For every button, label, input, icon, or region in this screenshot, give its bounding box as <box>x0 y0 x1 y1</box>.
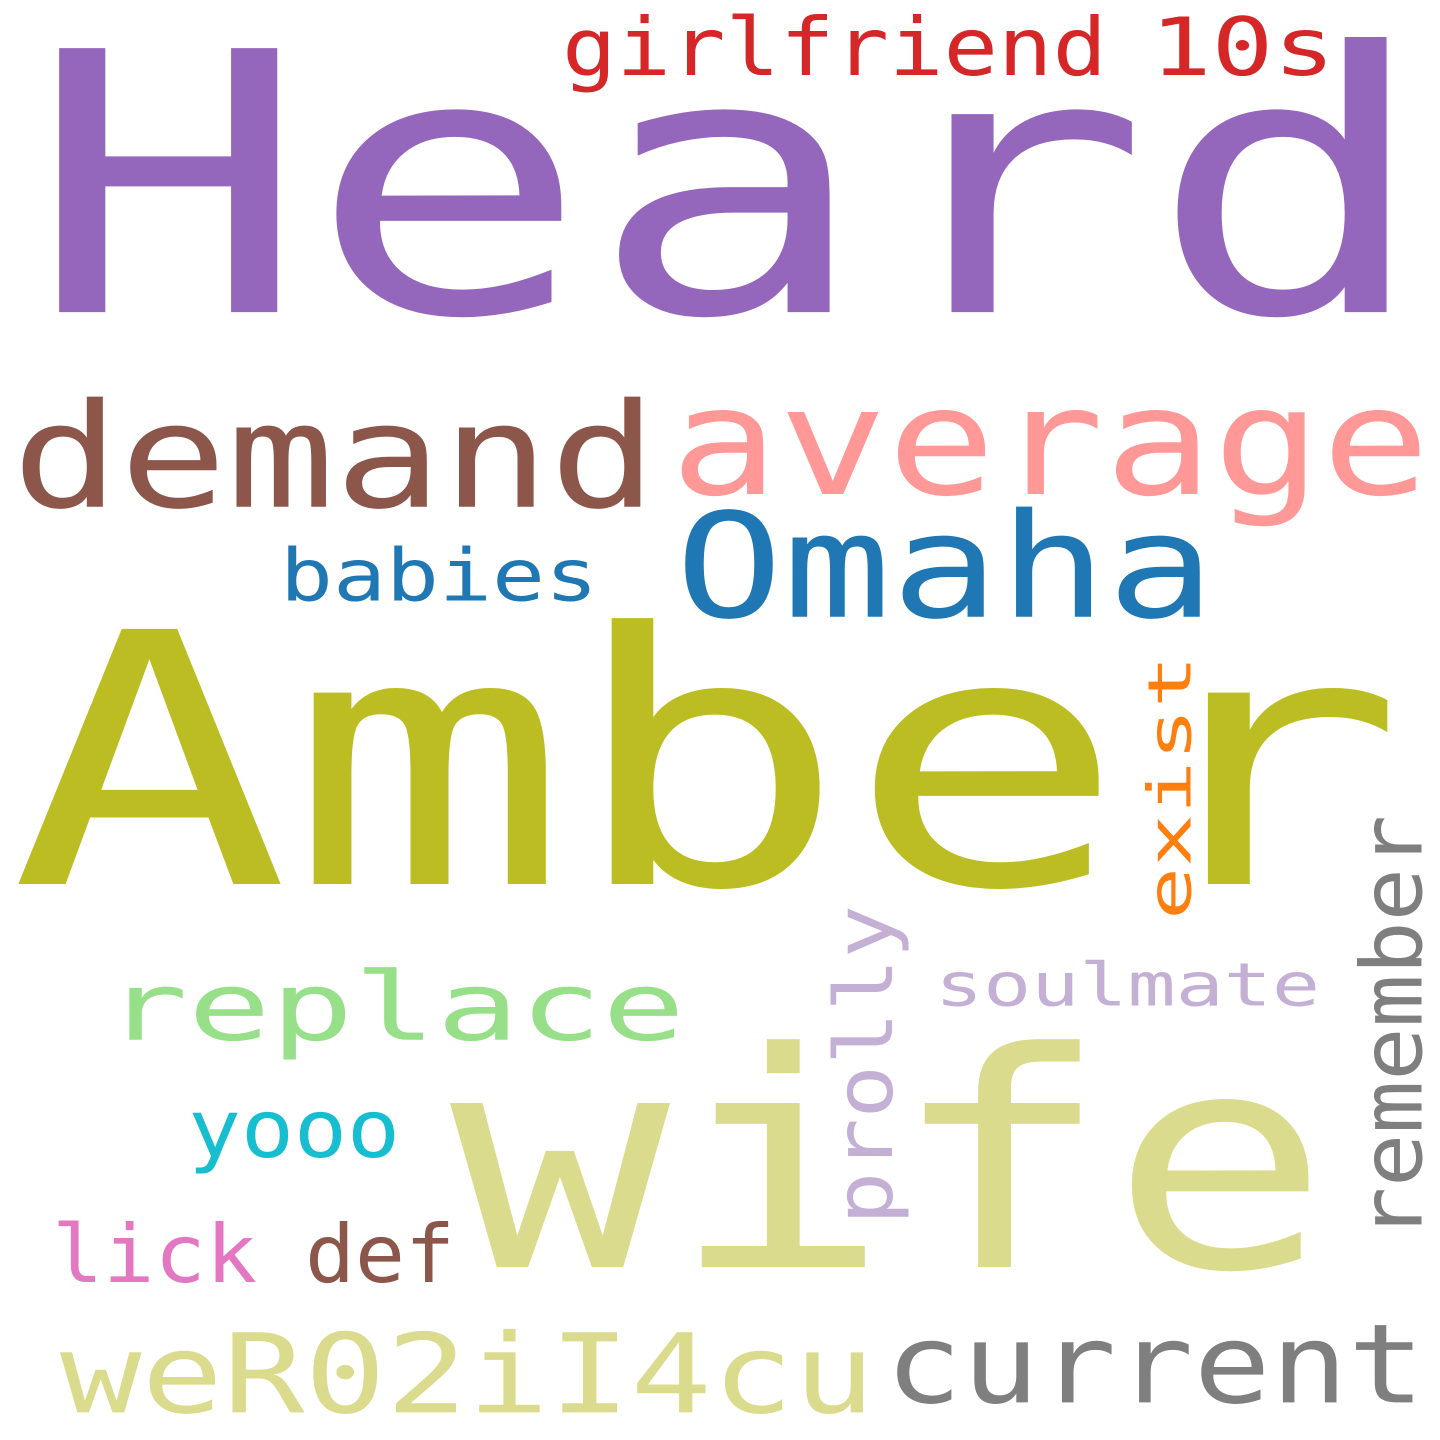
word-prolly: prolly <box>817 905 912 1225</box>
word-def: def <box>305 1207 455 1302</box>
word-girlfriend: girlfriend <box>562 0 1107 95</box>
word-exist: exist <box>1134 655 1205 920</box>
word-current: current <box>885 1300 1425 1429</box>
word-omaha: Omaha <box>675 481 1215 652</box>
word-10s: 10s <box>1150 0 1335 95</box>
word-soulmate: soulmate <box>935 949 1320 1020</box>
word-replace: replace <box>105 951 685 1063</box>
word-babies: babies <box>280 533 598 618</box>
word-yooo: yooo <box>188 1082 400 1177</box>
word-amber: Amber <box>10 558 1405 968</box>
word-remember: remember <box>1342 815 1440 1240</box>
word-wife: wife <box>450 988 1330 1339</box>
word-average: average <box>670 354 1430 530</box>
word-heard: Heard <box>28 0 1430 399</box>
word-wer02ii4cu: weR02iI4cu <box>60 1310 875 1439</box>
word-demand: demand <box>12 371 657 542</box>
word-lick: lick <box>52 1207 257 1302</box>
